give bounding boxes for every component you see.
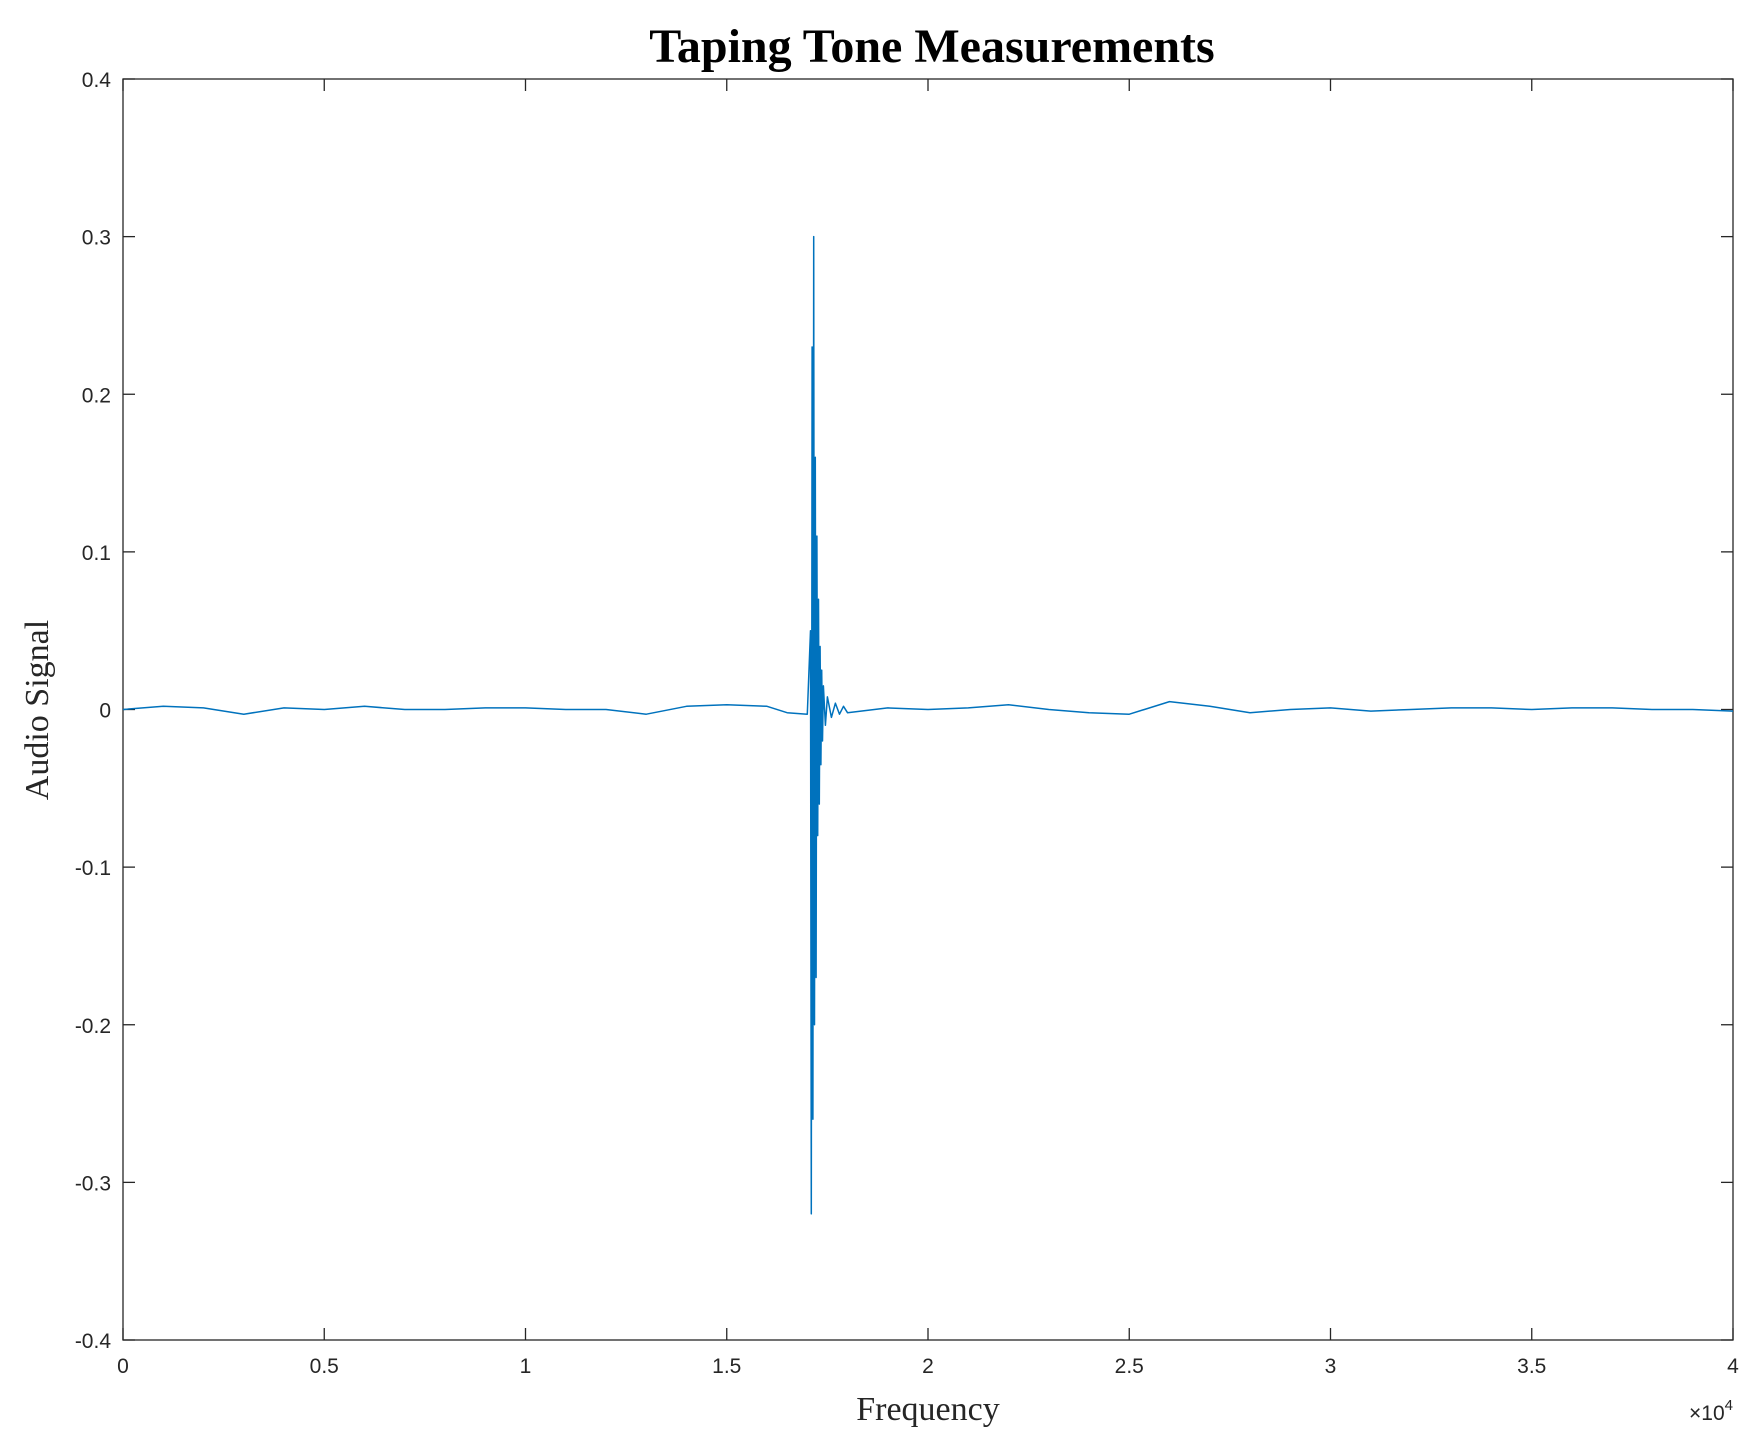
x-tick-label: 1: [520, 1355, 532, 1378]
x-tick-label: 0: [117, 1355, 129, 1378]
y-tick-label: 0.2: [82, 384, 111, 407]
x-tick-label: 4: [1727, 1355, 1739, 1378]
x-axis-label: Frequency: [856, 1391, 1000, 1428]
x-tick-label: 3: [1325, 1355, 1337, 1378]
x-tick-label: 2: [922, 1355, 934, 1378]
y-tick-label: -0.2: [75, 1015, 111, 1038]
y-tick-label: 0: [99, 700, 111, 723]
x-axis-exponent-power: 4: [1725, 1397, 1733, 1414]
y-tick-label: -0.4: [75, 1330, 112, 1353]
y-tick-label: 0.1: [82, 542, 111, 565]
y-tick-label: -0.1: [75, 857, 111, 880]
x-tick-label: 1.5: [712, 1355, 741, 1378]
x-tick-label: 3.5: [1517, 1355, 1546, 1378]
y-axis-label: Audio Signal: [19, 620, 56, 800]
x-tick-label: 2.5: [1115, 1355, 1144, 1378]
x-axis-exponent: ×104: [1689, 1397, 1733, 1425]
axis-ticks: [122, 78, 1734, 1341]
y-tick-label: -0.3: [75, 1172, 111, 1195]
y-tick-label: 0.4: [82, 69, 112, 92]
x-axis-exponent-base: ×10: [1689, 1402, 1725, 1425]
y-tick-label: 0.3: [82, 227, 111, 250]
series-line-audio-signal: [122, 235, 1734, 1215]
x-tick-label: 0.5: [310, 1355, 339, 1378]
tick-labels: 0 0.5 1 1.5 2 2.5 3 3.5 4 -0.4 -0.3 -0.2 -0.1 0 0.1 0.2…: [75, 69, 1739, 1378]
chart-title: Taping Tone Measurements: [649, 20, 1214, 73]
